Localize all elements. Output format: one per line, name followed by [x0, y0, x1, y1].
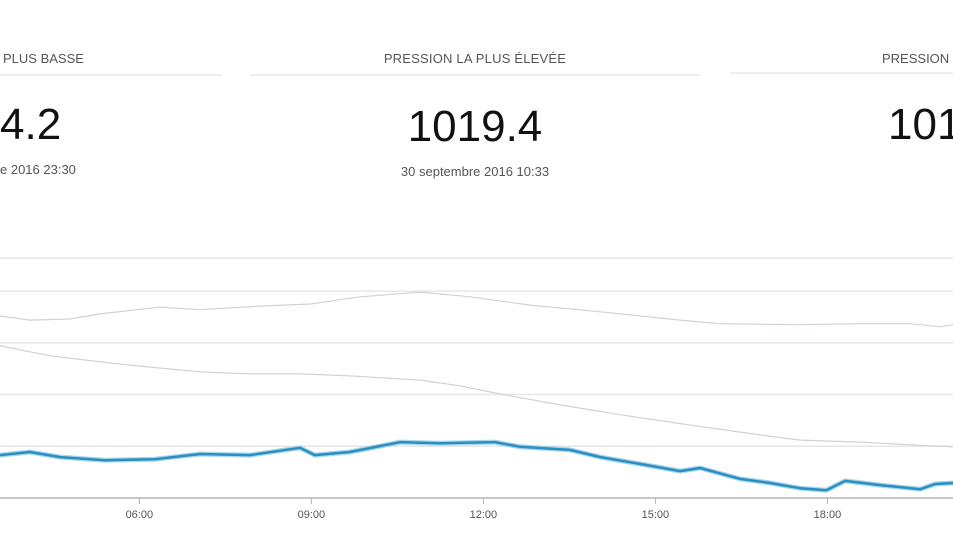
series-line-pressure — [0, 440, 953, 492]
stat-card-third: PRESSION 101 — [730, 46, 953, 150]
series-halo-pressure — [0, 439, 953, 493]
series-line-gray-upper — [0, 291, 953, 328]
stat-third-value: 101 — [888, 100, 953, 149]
pressure-chart: 06:00 09:00 12:00 15:00 18:00 — [0, 257, 953, 521]
series-line-gray-lower — [0, 345, 953, 448]
x-tick-label: 18:00 — [814, 509, 842, 521]
stat-lowest-value: 4.2 — [0, 100, 62, 149]
x-tick-label: 06:00 — [126, 509, 154, 521]
stat-lowest-date: e 2016 23:30 — [0, 162, 76, 177]
stat-highest-date: 30 septembre 2016 10:33 — [400, 164, 550, 179]
stat-lowest-label: PLUS BASSE — [3, 51, 84, 66]
stat-card-highest: PRESSION LA PLUS ÉLEVÉE 1019.4 30 septem… — [250, 46, 700, 179]
stat-card-lowest: PLUS BASSE 4.2 e 2016 23:30 — [0, 46, 222, 196]
stat-header-divider — [0, 46, 222, 76]
stat-highest-label: PRESSION LA PLUS ÉLEVÉE — [250, 46, 700, 76]
x-tick-label: 12:00 — [470, 509, 498, 521]
x-tick-label: 09:00 — [298, 509, 326, 521]
x-tick-label: 15:00 — [642, 509, 670, 521]
stat-third-label: PRESSION — [730, 46, 953, 74]
stat-highest-value: 1019.4 — [407, 102, 543, 151]
